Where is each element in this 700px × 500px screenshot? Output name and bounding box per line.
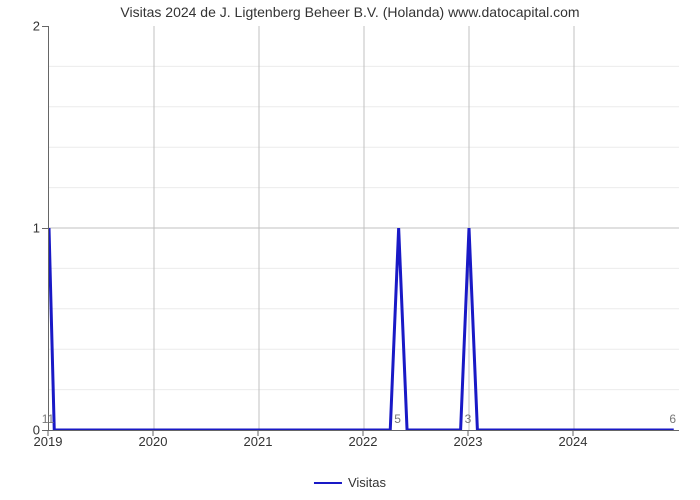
legend-label: Visitas	[348, 475, 386, 490]
x-tick-label: 2020	[139, 434, 168, 449]
y-tick-label: 2	[0, 19, 40, 34]
secondary-x-label: 3	[465, 412, 472, 426]
series-line	[49, 228, 674, 430]
chart-container: Visitas 2024 de J. Ligtenberg Beheer B.V…	[0, 0, 700, 500]
plot-area	[48, 26, 679, 431]
chart-title: Visitas 2024 de J. Ligtenberg Beheer B.V…	[0, 4, 700, 20]
x-tick-label: 2022	[349, 434, 378, 449]
secondary-x-label: 6	[669, 412, 676, 426]
x-axis-labels: 201920202021202220232024	[48, 430, 678, 460]
x-tick-label: 2024	[559, 434, 588, 449]
x-tick-label: 2021	[244, 434, 273, 449]
x-tick-label: 2023	[454, 434, 483, 449]
secondary-x-label: 5	[394, 412, 401, 426]
legend: Visitas	[314, 475, 386, 490]
legend-line	[314, 482, 342, 484]
y-tick-label: 1	[0, 221, 40, 236]
x-tick-label: 2019	[34, 434, 63, 449]
secondary-x-label: 11	[42, 412, 54, 426]
chart-svg	[49, 26, 679, 430]
